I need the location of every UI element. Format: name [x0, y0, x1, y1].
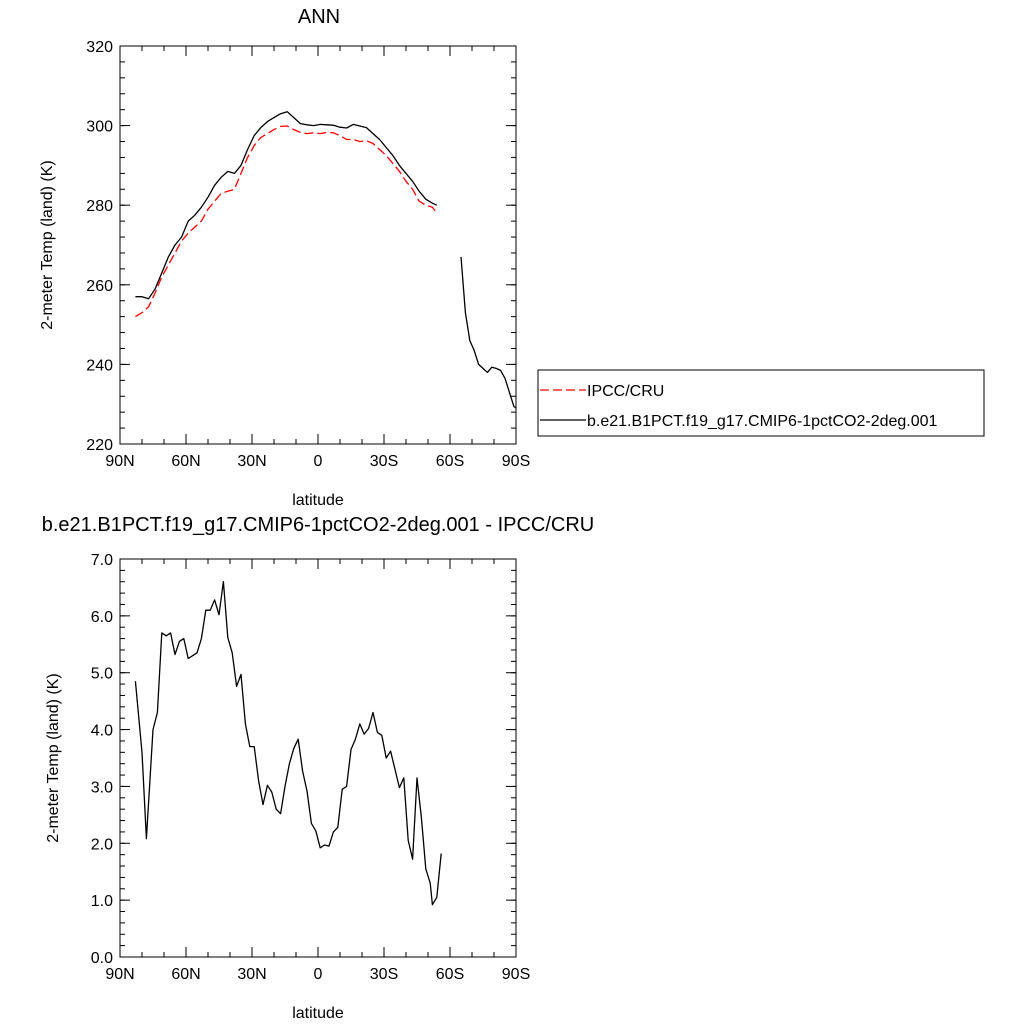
series-line	[135, 125, 438, 318]
axis-ticks	[119, 558, 517, 958]
y-tick-label: 300	[86, 119, 113, 136]
y-tick-label: 1.0	[91, 893, 113, 910]
series-line	[134, 581, 442, 906]
chart-title: b.e21.B1PCT.f19_g17.CMIP6-1pctCO2-2deg.0…	[42, 514, 595, 536]
axis-ticks	[119, 45, 517, 445]
x-axis-label: latitude	[292, 492, 344, 509]
x-tick-label: 30S	[370, 453, 398, 470]
y-axis-label: 2-meter Temp (land) (K)	[45, 673, 62, 843]
y-tick-label: 240	[86, 357, 113, 374]
y-tick-label: 3.0	[91, 779, 113, 796]
series-line	[135, 111, 438, 300]
y-tick-label: 6.0	[91, 609, 113, 626]
x-tick-label: 60N	[171, 966, 200, 983]
y-tick-label: 5.0	[91, 666, 113, 683]
x-tick-label: 90N	[105, 453, 134, 470]
series-line	[460, 256, 517, 409]
x-tick-label: 60N	[171, 453, 200, 470]
temperature-plot: ANN 90N 60N 30N 0 30S 60S 90S 220 240 260 280 300 3…	[39, 6, 530, 509]
y-tick-labels: 0.0 1.0 2.0 3.0 4.0 5.0 6.0 7.0	[91, 552, 113, 967]
legend-box	[537, 369, 985, 437]
plot-frame	[119, 558, 517, 958]
x-tick-label: 60S	[436, 453, 464, 470]
x-tick-labels: 90N 60N 30N 0 30S 60S 90S	[105, 966, 530, 983]
x-tick-label: 30N	[237, 966, 266, 983]
x-axis-label: latitude	[292, 1005, 344, 1022]
series-lines	[134, 581, 442, 906]
x-tick-label: 90S	[502, 453, 530, 470]
y-axis-label: 2-meter Temp (land) (K)	[39, 160, 56, 330]
y-tick-label: 7.0	[91, 552, 113, 569]
series-lines	[135, 111, 517, 409]
x-tick-label: 90N	[105, 966, 134, 983]
x-tick-label: 30S	[370, 966, 398, 983]
legend-label-ipcc-cru: IPCC/CRU	[587, 383, 664, 400]
y-tick-label: 0.0	[91, 950, 113, 967]
y-tick-label: 4.0	[91, 723, 113, 740]
legend: IPCC/CRU b.e21.B1PCT.f19_g17.CMIP6-1pctC…	[537, 369, 985, 437]
x-tick-label: 90S	[502, 966, 530, 983]
x-tick-label: 0	[314, 453, 323, 470]
y-tick-label: 280	[86, 198, 113, 215]
difference-plot: b.e21.B1PCT.f19_g17.CMIP6-1pctCO2-2deg.0…	[42, 514, 595, 1022]
y-tick-label: 2.0	[91, 836, 113, 853]
y-tick-label: 320	[86, 39, 113, 56]
y-tick-labels: 220 240 260 280 300 320	[86, 39, 113, 454]
legend-label-model: b.e21.B1PCT.f19_g17.CMIP6-1pctCO2-2deg.0…	[587, 413, 938, 430]
x-tick-label: 60S	[436, 966, 464, 983]
y-tick-label: 260	[86, 278, 113, 295]
chart-title: ANN	[298, 6, 340, 28]
y-tick-label: 220	[86, 437, 113, 454]
x-tick-labels: 90N 60N 30N 0 30S 60S 90S	[105, 453, 530, 470]
x-tick-label: 30N	[237, 453, 266, 470]
x-tick-label: 0	[314, 966, 323, 983]
